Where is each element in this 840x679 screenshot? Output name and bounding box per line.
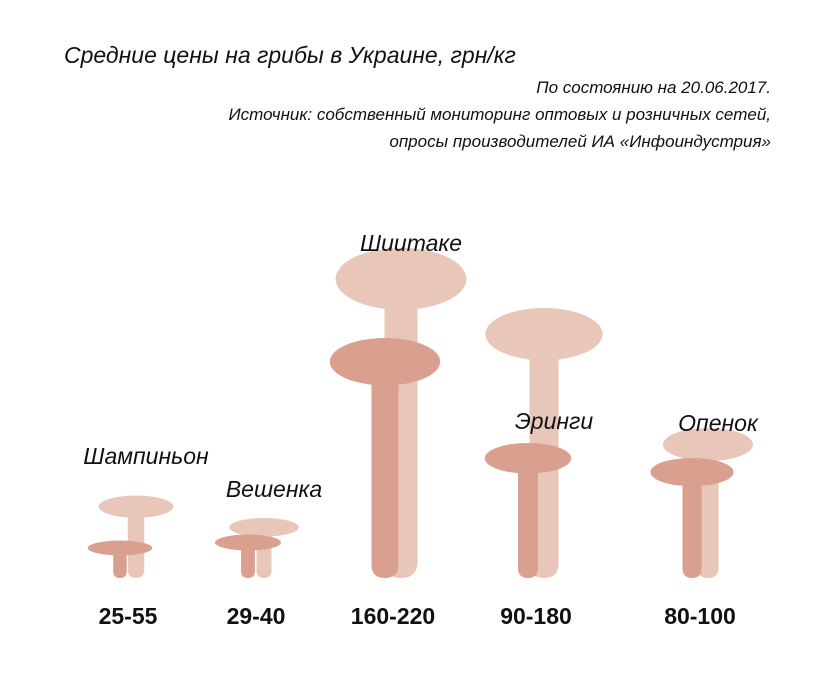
category-label: Опенок	[678, 410, 759, 436]
category-label: Эринги	[515, 408, 594, 434]
mushroom-min-1-stem	[241, 542, 255, 578]
category-label: Шиитаке	[360, 230, 462, 256]
date-note: По состоянию на 20.06.2017.	[536, 78, 771, 97]
mushroom-min-2-stem	[371, 361, 399, 578]
category-label: Шампиньон	[83, 443, 209, 469]
source-line-2: опросы производителей ИА «Инфоиндустрия»	[389, 132, 771, 151]
mushroom-max-0-cap	[98, 495, 174, 518]
range-label: 90-180	[500, 603, 572, 629]
mushroom-max-2-cap	[335, 248, 467, 310]
chart-title: Средние цены на грибы в Украине, грн/кг	[64, 42, 516, 68]
range-label: 29-40	[227, 603, 286, 629]
mushroom-max-3-cap	[485, 308, 603, 361]
mushroom-min-1-cap	[215, 534, 281, 551]
mushroom-min-4-cap	[650, 458, 734, 487]
mushroom-max-1-cap	[229, 518, 299, 537]
mushroom-min-0-stem	[113, 548, 127, 578]
mushroom-max-4-cap	[663, 428, 753, 461]
mushroom-min-4-stem	[682, 472, 702, 578]
source-line-1: Источник: собственный мониторинг оптовых…	[228, 105, 771, 124]
range-label: 160-220	[351, 603, 435, 629]
range-label: 25-55	[99, 603, 158, 629]
mushroom-min-3-cap	[484, 443, 572, 474]
category-label: Вешенка	[226, 476, 322, 502]
range-label: 80-100	[664, 603, 736, 629]
mushroom-min-2-cap	[329, 338, 441, 386]
mushroom-min-3-stem	[518, 458, 538, 578]
mushroom-min-0-cap	[87, 540, 153, 556]
